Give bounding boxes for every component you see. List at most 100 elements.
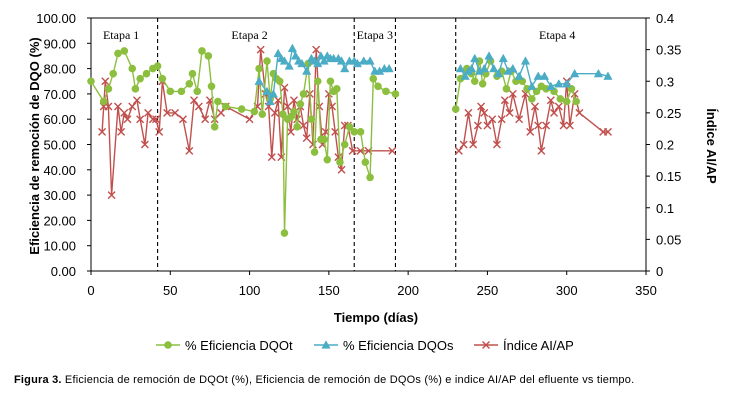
series-2 (98, 45, 612, 200)
data-point (464, 108, 473, 117)
y-axis-left-title: Eficiencia de remoción de DQO (%) (27, 37, 42, 254)
x-tick-label: 250 (477, 283, 499, 298)
data-point (258, 110, 267, 118)
y-right-tick-label: 0.35 (656, 43, 681, 58)
data-point (478, 79, 487, 88)
data-point (210, 122, 219, 131)
data-point (316, 51, 326, 60)
data-point (144, 108, 153, 117)
data-point (283, 102, 292, 111)
data-point (460, 71, 470, 80)
data-point (297, 58, 307, 68)
data-point (185, 146, 194, 155)
y-right-tick-label: 0.05 (656, 232, 681, 247)
data-point (361, 158, 370, 167)
data-point (312, 45, 321, 54)
legend-marker (321, 340, 331, 349)
data-point (366, 173, 374, 182)
x-tick-label: 200 (397, 283, 419, 298)
data-point (332, 85, 341, 93)
data-point (483, 121, 492, 130)
data-point (319, 56, 329, 65)
data-point (520, 56, 531, 65)
data-point (299, 121, 308, 130)
y-left-tick-label: 90.00 (43, 36, 76, 51)
data-point (250, 107, 259, 116)
x-tick-label: 100 (239, 283, 261, 298)
legend-marker (482, 341, 490, 349)
plot-area (90, 17, 647, 272)
data-point (313, 77, 322, 86)
stage-dividers (157, 18, 457, 271)
data-point (158, 74, 167, 83)
legend: % Eficiencia DQOt % Eficiencia DQOs Índice… (156, 338, 574, 353)
data-point (155, 127, 164, 136)
data-point (466, 63, 477, 73)
data-point (391, 90, 400, 98)
data-point (554, 102, 563, 111)
data-point (500, 96, 509, 105)
legend-item: % Eficiencia DQOt (156, 338, 293, 353)
data-point (214, 97, 222, 106)
data-point (280, 229, 289, 237)
legend-label: % Eficiencia DQOt (185, 338, 293, 353)
data-point (201, 115, 210, 124)
data-point (570, 68, 580, 78)
y-left-tick-label: 80.00 (43, 62, 76, 77)
data-point (217, 108, 226, 117)
data-point (307, 115, 316, 123)
data-point (388, 146, 397, 155)
data-point (565, 121, 574, 130)
data-point (493, 68, 504, 78)
data-point (514, 71, 524, 80)
data-point (136, 115, 145, 124)
data-point (313, 58, 323, 68)
stage-label: Etapa 1 (103, 28, 139, 42)
data-point (459, 140, 468, 149)
data-point (575, 108, 584, 117)
caption-label: Figura 3. (14, 374, 62, 386)
data-point (289, 96, 298, 105)
data-point (254, 76, 264, 85)
data-point (237, 105, 246, 113)
y-right-tick-label: 0.25 (656, 106, 681, 121)
data-point (352, 58, 363, 68)
data-point (556, 95, 565, 103)
stage-labels: Etapa 1 Etapa 2 Etapa 3 Etapa 4 (103, 28, 575, 42)
data-point (508, 63, 518, 73)
data-point (539, 71, 550, 80)
data-point (537, 146, 546, 155)
data-point (365, 56, 375, 65)
data-point (131, 85, 140, 93)
data-point (369, 74, 378, 83)
data-point (101, 77, 110, 86)
data-point (221, 102, 230, 111)
data-point (455, 63, 466, 73)
x-tick-label: 150 (318, 283, 340, 298)
data-point (87, 77, 95, 86)
data-point (274, 96, 283, 105)
data-point (185, 79, 194, 88)
data-point (128, 102, 137, 111)
data-point (193, 87, 202, 96)
data-point (99, 97, 108, 106)
data-point (336, 158, 344, 167)
series-layer (87, 43, 613, 237)
plot-frame (90, 17, 647, 272)
data-point (188, 69, 197, 78)
data-point (603, 127, 612, 136)
data-point (515, 115, 524, 124)
data-point (531, 102, 539, 111)
data-point (498, 53, 508, 63)
data-point (148, 115, 157, 124)
data-point (473, 121, 482, 130)
data-point (534, 121, 543, 130)
figure-caption: Figura 3. Eficiencia de remoción de DQOt… (14, 373, 734, 387)
legend-label: % Eficiencia DQOs (343, 338, 454, 353)
data-point (268, 89, 278, 98)
legend-label: Índice AI/AP (503, 338, 574, 353)
data-point (198, 47, 206, 55)
data-point (451, 105, 460, 113)
data-point (204, 52, 213, 60)
